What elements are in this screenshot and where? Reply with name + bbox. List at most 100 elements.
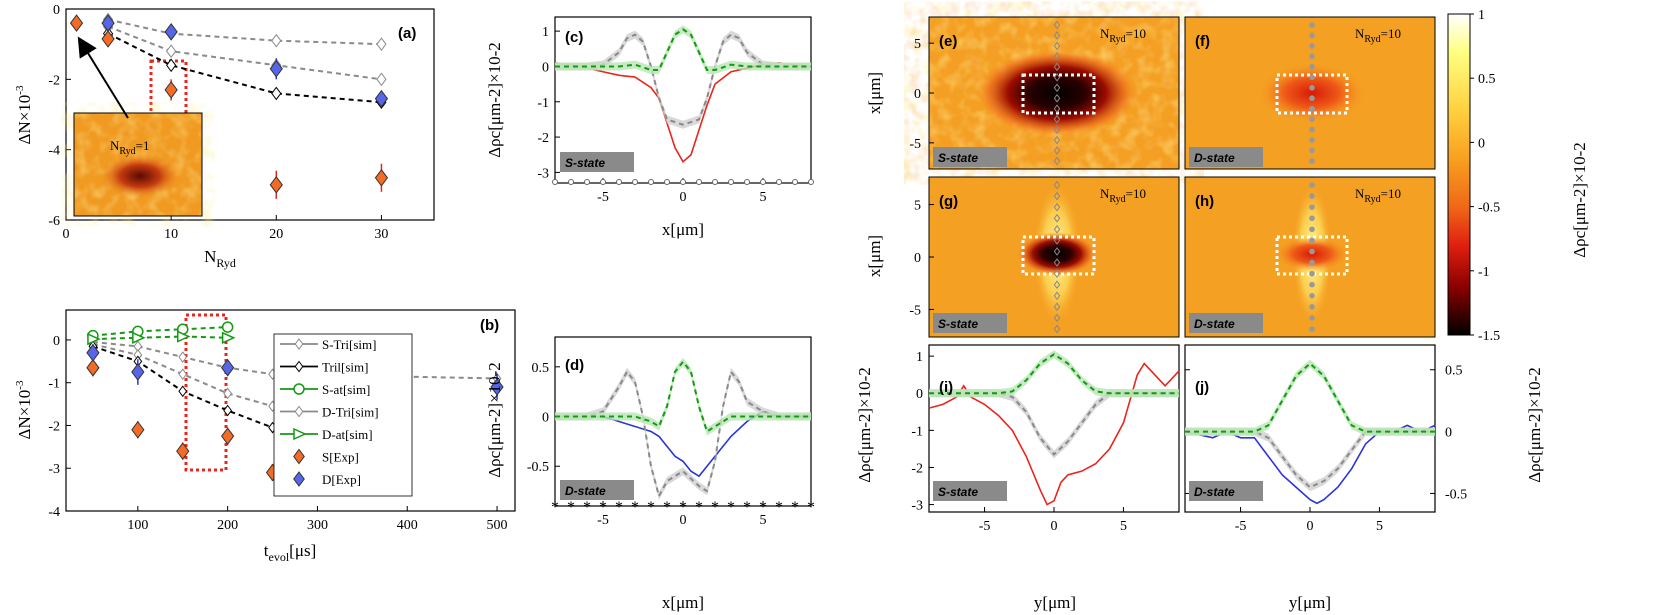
sample-marker <box>648 179 654 185</box>
map-e-ylabel: x[μm] <box>865 72 884 114</box>
i-xtick-label: 5 <box>1120 519 1127 534</box>
point-S[Exp] <box>86 358 100 377</box>
sample-marker <box>680 179 686 185</box>
sample-marker <box>1309 32 1315 39</box>
sample-marker <box>1053 93 1061 103</box>
inset-image <box>73 112 203 217</box>
point-D-Tri[sim] <box>178 368 188 380</box>
map-ytick-label: -5 <box>909 303 921 318</box>
sample-marker <box>1309 281 1315 288</box>
sample-marker <box>1309 259 1315 266</box>
sample-marker <box>1309 116 1315 122</box>
j-ytick-label-right: 0.5 <box>1445 364 1463 379</box>
legend-label: D[Exp] <box>322 472 361 487</box>
point-S-at[sim] <box>221 321 234 333</box>
series-at <box>929 353 1179 395</box>
sample-marker <box>1053 224 1061 234</box>
sample-marker <box>552 179 558 185</box>
panel-c-label: (c) <box>565 29 583 46</box>
sample-marker <box>1309 182 1315 188</box>
sample-marker <box>1309 105 1315 112</box>
sample-marker <box>1053 114 1061 124</box>
point-S-Tri[sim] <box>178 351 188 363</box>
a-xtick-label: 20 <box>269 227 283 242</box>
panel-j: -5 0 5 0.5 0 -0.5 (j) D-state y[μm] Δρc[μm-2]… <box>1184 344 1544 612</box>
legend-marker <box>294 338 304 350</box>
d-ytick-label: 0.5 <box>532 361 550 376</box>
sample-marker <box>1053 20 1061 30</box>
b-ytick-label: -3 <box>48 462 60 477</box>
badge-e <box>933 147 1007 167</box>
panel-j-label: (j) <box>1195 379 1209 396</box>
i-ytick-label: -2 <box>911 461 923 476</box>
sample-marker <box>1309 193 1315 199</box>
nryd-g: NRyd=10 <box>1100 186 1146 205</box>
point-D[Exp] <box>490 378 504 396</box>
sample-marker <box>1309 84 1315 91</box>
sample-marker <box>1053 269 1061 278</box>
i-xtick-label: -5 <box>979 519 991 534</box>
series-at <box>555 28 811 71</box>
sample-marker: * <box>679 499 687 516</box>
sample-marker: * <box>631 499 639 516</box>
sample-marker <box>632 179 638 185</box>
j-xtick-label: 5 <box>1376 519 1383 534</box>
b-ytick-label: -4 <box>48 505 60 520</box>
point-S[Exp] <box>221 427 235 445</box>
panel-a-xlabel: NRyd <box>204 247 236 270</box>
sample-marker <box>1309 215 1315 222</box>
legend-label: D-Tri[sim] <box>322 405 379 420</box>
point-S[Exp] <box>69 14 84 32</box>
badge-j-text: D-state <box>1194 485 1235 499</box>
badge-j <box>1189 481 1263 501</box>
sample-marker <box>728 179 734 185</box>
i-ytick-label: -3 <box>911 499 923 514</box>
sample-marker: * <box>647 499 655 516</box>
b-xtick-label: 500 <box>487 518 508 533</box>
badge-g <box>933 313 1007 333</box>
badge-c <box>560 152 634 172</box>
inset-nryd-label: NRyd=1 <box>110 138 150 157</box>
badge-i <box>933 481 1007 501</box>
sample-marker <box>1309 53 1315 60</box>
sample-marker <box>1053 236 1061 245</box>
point-D[Exp] <box>131 363 145 381</box>
sample-marker <box>1053 324 1061 334</box>
a-ytick-label: -6 <box>48 214 60 229</box>
series-S-at[sim] <box>92 326 228 337</box>
point-D-at[sim] <box>87 332 101 346</box>
sample-marker <box>1309 270 1315 277</box>
legend-marker <box>293 471 305 487</box>
sample-marker: * <box>743 499 751 516</box>
sample-marker <box>584 179 590 185</box>
sample-marker <box>1053 291 1061 301</box>
panel-a-label: (a) <box>398 25 416 42</box>
panel-e-label: (e) <box>939 33 957 50</box>
colorbar-tick-label: 0.5 <box>1478 72 1496 87</box>
d-xtick-label: 5 <box>760 513 767 528</box>
sample-marker: * <box>791 499 799 516</box>
badge-h <box>1189 313 1263 333</box>
sample-marker <box>1053 31 1061 40</box>
sample-marker <box>1053 302 1061 312</box>
legend-marker <box>293 383 305 395</box>
c-xtick-label: 5 <box>760 190 767 205</box>
map-e <box>928 16 1180 170</box>
panel-b-label: (b) <box>480 317 499 334</box>
panel-j-xlabel: y[μm] <box>1289 593 1331 612</box>
j-xtick-label: -5 <box>1235 519 1247 534</box>
c-ytick-label: 1 <box>542 25 549 40</box>
nryd-f: NRyd=10 <box>1355 26 1401 45</box>
point-D-Tri[sim] <box>223 387 233 400</box>
band-tri <box>555 367 811 501</box>
colorbar: 1 0.5 0 -0.5 -1 -1.5 Δρc[μm-2]×10-2 <box>1447 8 1589 344</box>
point-S[Exp] <box>131 420 145 439</box>
series-at <box>555 360 811 433</box>
series-D-Tri[sim] <box>107 25 382 81</box>
sample-marker <box>1053 313 1061 323</box>
point-D-at[sim] <box>176 330 191 343</box>
a-ytick-label: -4 <box>48 144 60 159</box>
sample-marker: * <box>775 499 783 516</box>
colorbar-label: Δρc[μm-2]×10-2 <box>1570 142 1589 258</box>
